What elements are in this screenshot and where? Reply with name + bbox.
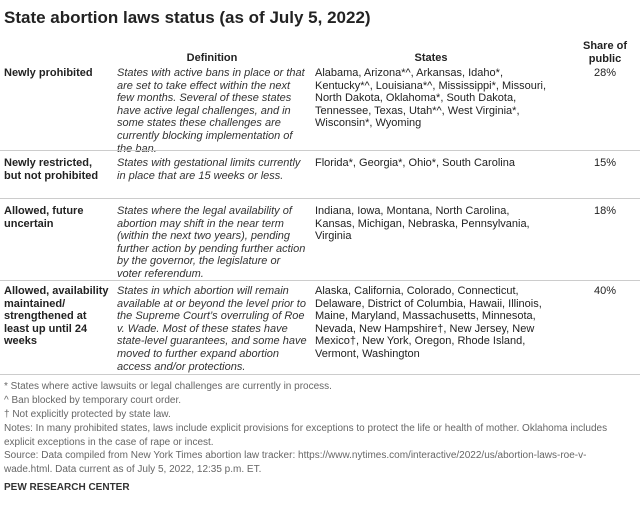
column-header: States xyxy=(414,52,448,64)
row-label: Allowed, availability maintained/ streng… xyxy=(4,285,109,348)
note: † Not explicitly protected by state law. xyxy=(4,409,171,420)
definition: States with active bans in place or that… xyxy=(117,67,305,155)
states: Florida*, Georgia*, Ohio*, South Carolin… xyxy=(315,157,515,169)
row-divider xyxy=(0,374,640,375)
states: Alaska, California, Colorado, Connecticu… xyxy=(315,285,542,360)
row-divider xyxy=(0,280,640,281)
definition: States with gestational limits currently… xyxy=(117,157,301,182)
row-label: Newly prohibited xyxy=(4,67,93,79)
definition: States in which abortion will remain ava… xyxy=(117,285,307,373)
row-label: Newly restricted, but not prohibited xyxy=(4,157,99,182)
share: 40% xyxy=(593,285,616,297)
note: Notes: In many prohibited states, laws i… xyxy=(4,423,608,448)
column-header: Share of public xyxy=(582,40,627,65)
definition: States where the legal availability of a… xyxy=(117,205,306,280)
row-divider xyxy=(0,198,640,199)
states: Indiana, Iowa, Montana, North Carolina, … xyxy=(315,205,530,243)
note: * States where active lawsuits or legal … xyxy=(4,381,332,392)
note: ^ Ban blocked by temporary court order. xyxy=(4,395,182,406)
note: Source: Data compiled from New York Time… xyxy=(4,450,587,475)
row-divider xyxy=(0,150,640,151)
footer-source: PEW RESEARCH CENTER xyxy=(4,482,130,493)
states: Alabama, Arizona*^, Arkansas, Idaho*, Ke… xyxy=(315,67,547,130)
share: 15% xyxy=(593,157,616,169)
row-label: Allowed, future uncertain xyxy=(4,205,84,230)
title: State abortion laws status (as of July 5… xyxy=(4,8,371,27)
share: 28% xyxy=(593,67,616,79)
column-header: Definition xyxy=(186,52,238,64)
share: 18% xyxy=(593,205,616,217)
